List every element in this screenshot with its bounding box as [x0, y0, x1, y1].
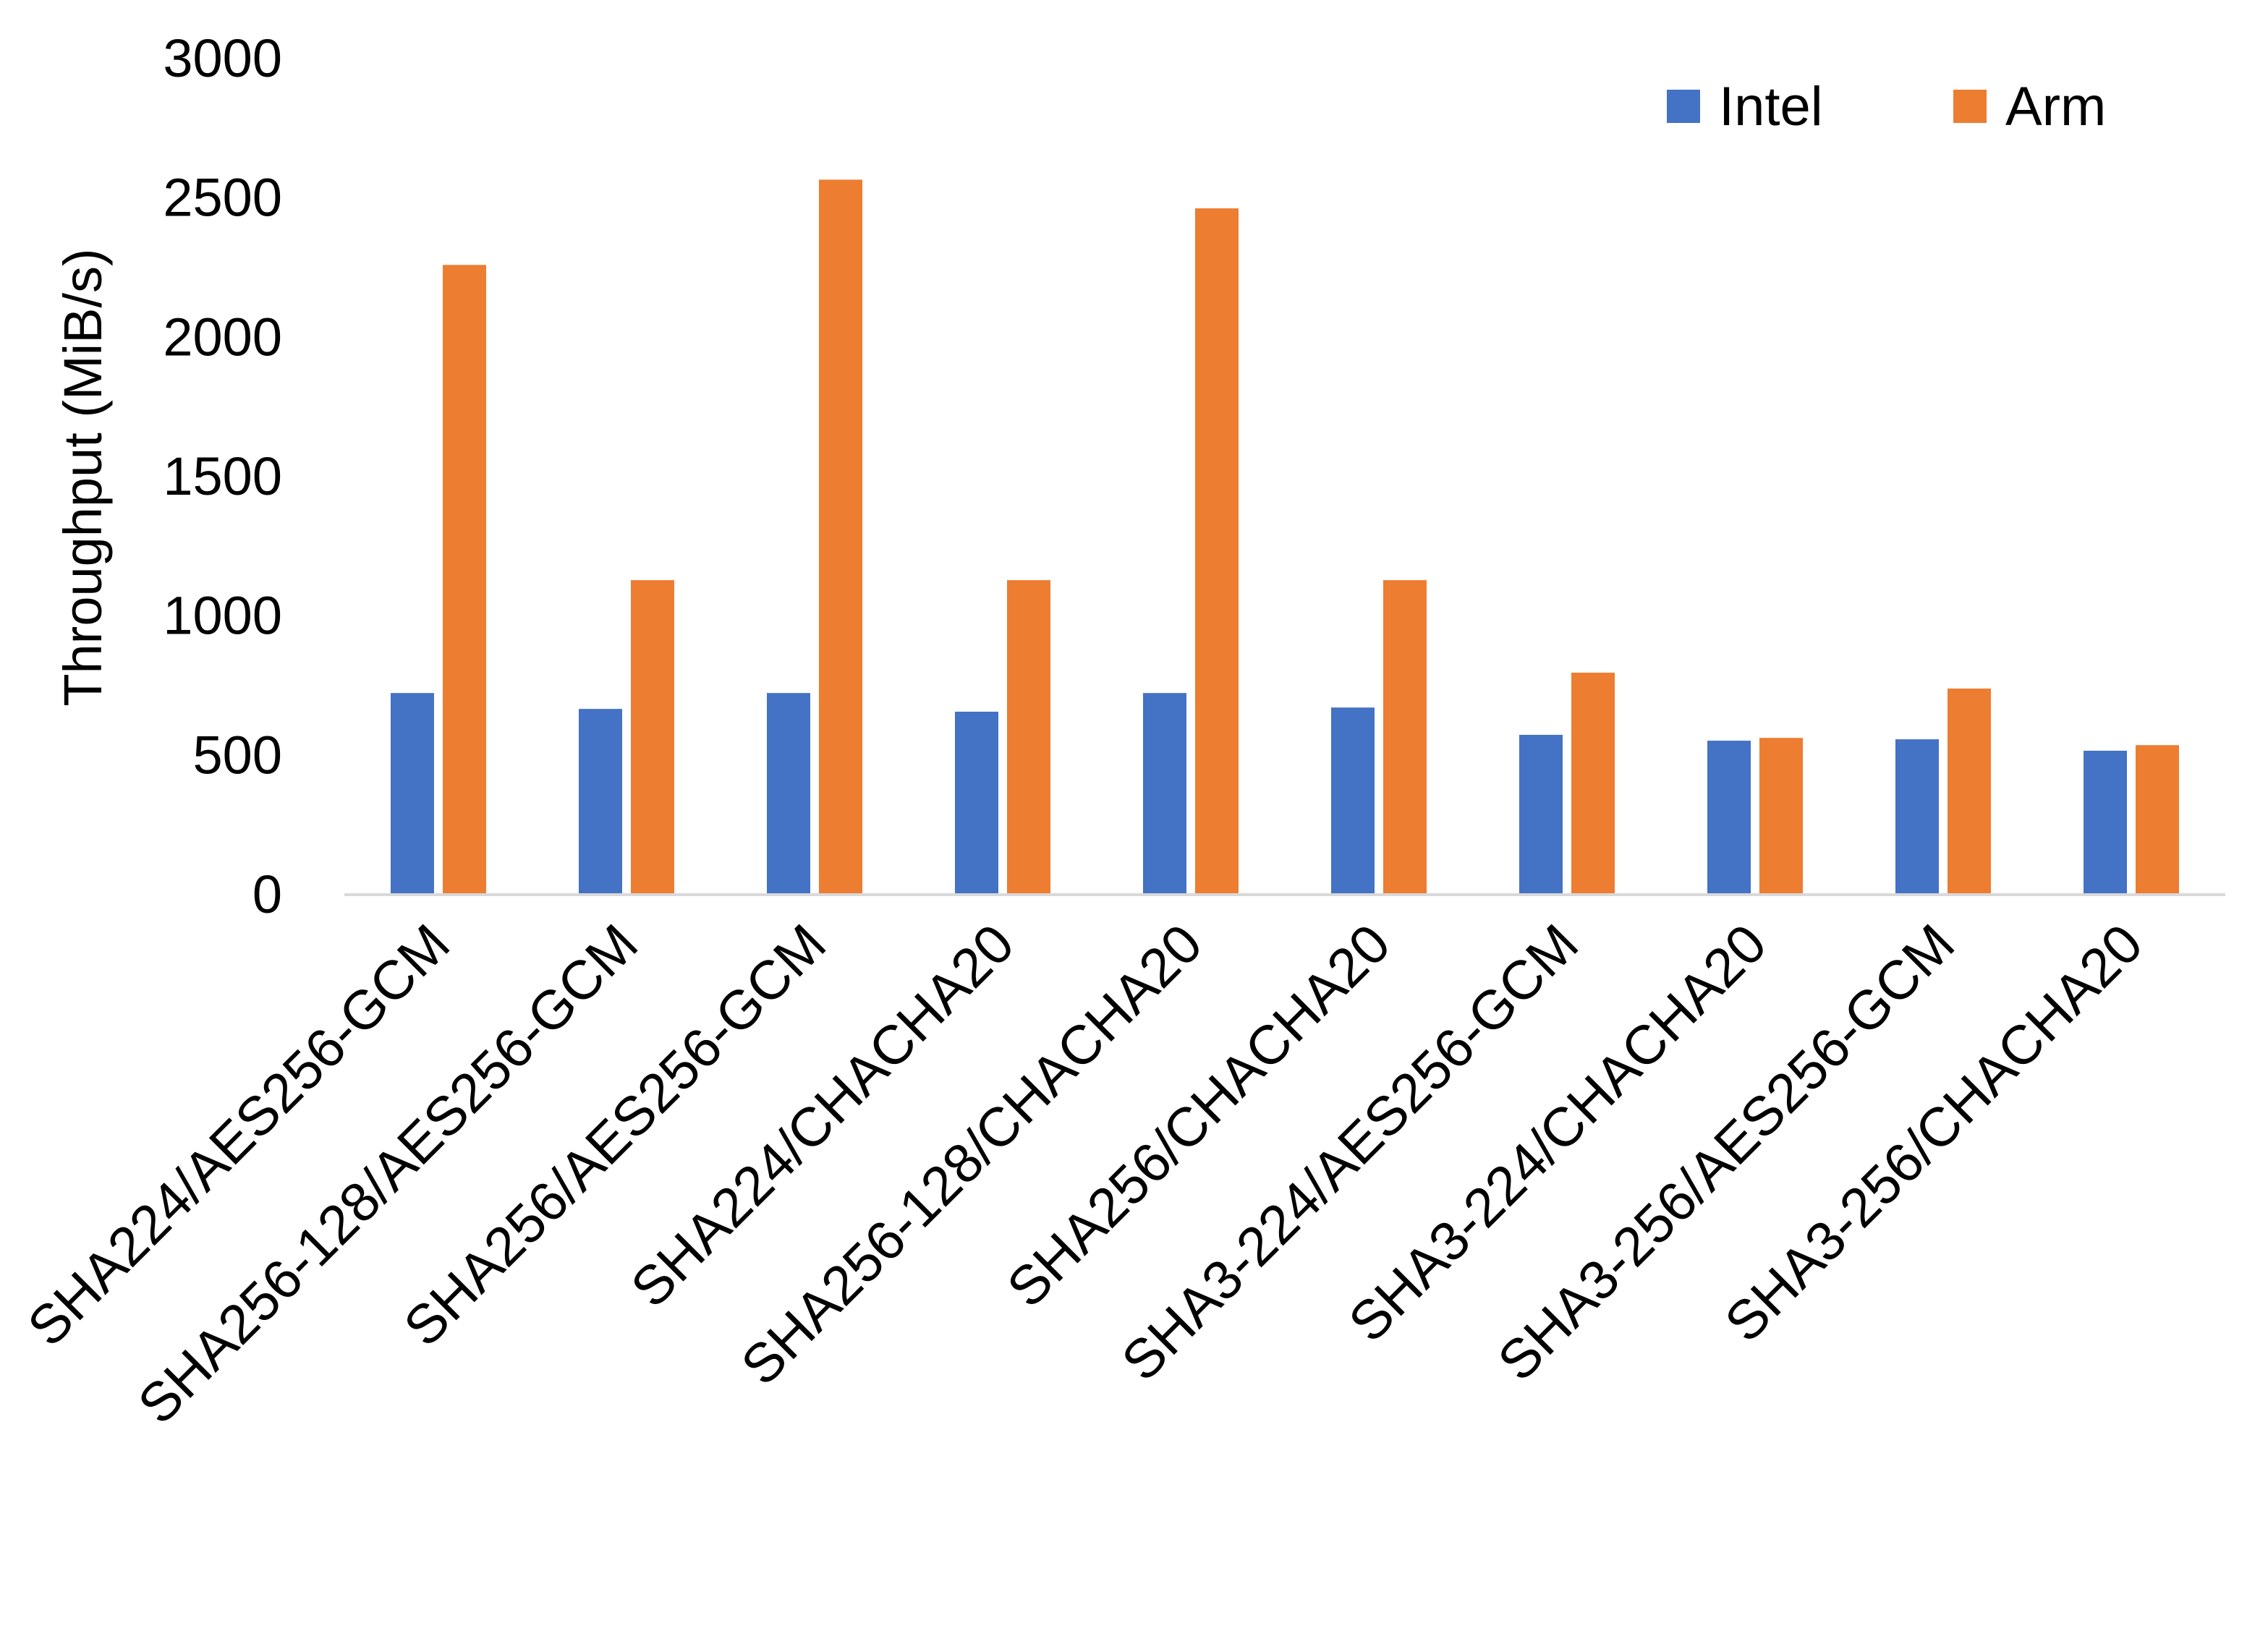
x-axis-labels: SHA224/AES256-GCMSHA256-128/AES256-GCMSH…	[16, 913, 2154, 1436]
legend-label: Intel	[1719, 76, 1823, 137]
y-tick-label: 1000	[163, 586, 282, 646]
bar-intel	[1707, 741, 1751, 894]
bar-arm	[1948, 689, 1991, 894]
bar-intel	[1519, 734, 1563, 894]
bar-arm	[819, 179, 862, 894]
bar-intel	[955, 711, 998, 894]
bar-arm	[1383, 580, 1427, 894]
y-tick-label: 1500	[163, 446, 282, 506]
x-tick-label: SHA256/CHACHA20	[995, 913, 1402, 1319]
bar-arm	[1007, 580, 1050, 894]
bar-intel	[579, 709, 622, 894]
y-axis-ticks: 0 500 1000 1500 2000 2500 3000	[163, 28, 282, 924]
bar-arm	[2136, 745, 2179, 894]
bar-intel	[1143, 693, 1186, 894]
y-tick-label: 0	[252, 864, 282, 924]
y-tick-label: 2000	[163, 307, 282, 367]
bar-intel	[2084, 750, 2127, 894]
bar-arm	[1759, 738, 1803, 894]
x-tick-label: SHA224/CHACHA20	[619, 913, 1026, 1319]
bar-arm	[443, 265, 486, 894]
bar-intel	[767, 693, 810, 894]
bars	[391, 179, 2179, 895]
legend: Intel Arm	[1667, 76, 2106, 137]
bar-arm	[1195, 208, 1239, 895]
bar-intel	[1331, 707, 1375, 894]
y-tick-label: 2500	[163, 168, 282, 228]
y-tick-label: 500	[193, 725, 282, 785]
bar-arm	[631, 580, 674, 894]
legend-swatch-arm	[1953, 90, 1987, 123]
legend-label: Arm	[2005, 76, 2106, 137]
y-tick-label: 3000	[163, 28, 282, 88]
bar-intel	[391, 693, 434, 894]
bar-intel	[1895, 739, 1939, 894]
bar-arm	[1571, 673, 1615, 894]
legend-swatch-intel	[1667, 90, 1700, 123]
y-axis-label: Throughput (MiB/s)	[53, 248, 113, 706]
